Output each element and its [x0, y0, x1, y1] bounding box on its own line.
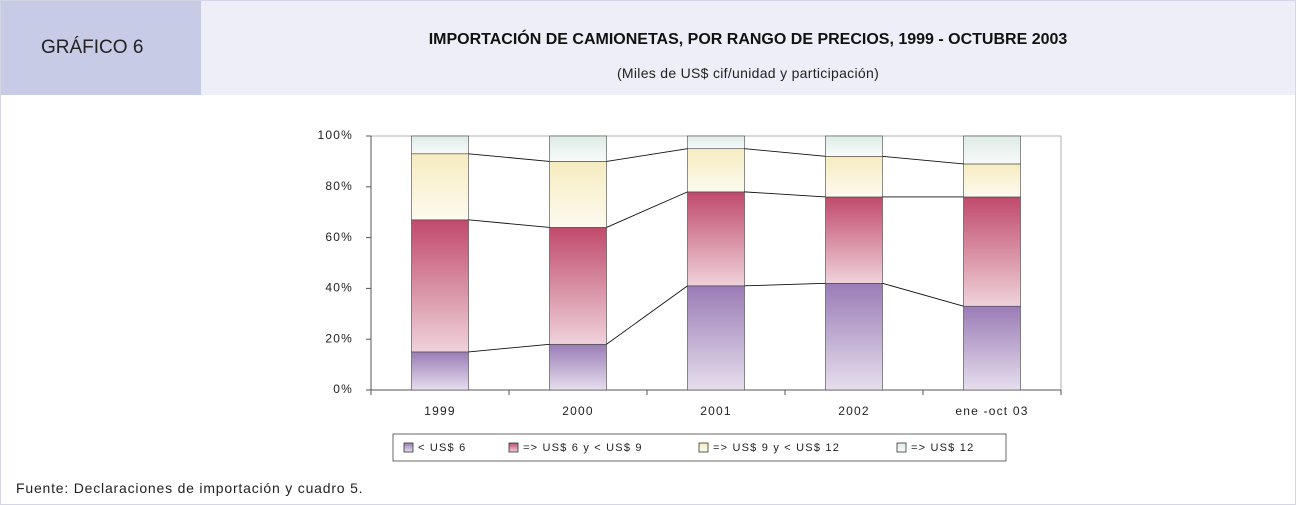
- legend-label: => US$ 9 y < US$ 12: [713, 442, 840, 454]
- bar-segment: [963, 196, 1021, 307]
- bar-segment: [963, 135, 1021, 165]
- bar-segment: [825, 135, 883, 157]
- x-tick-label: 2001: [700, 404, 732, 418]
- series-line: [744, 148, 826, 157]
- bar-segment: [549, 135, 607, 162]
- y-tick-label: 100%: [318, 128, 354, 142]
- bar-segment: [411, 135, 469, 155]
- header-title-box: IMPORTACIÓN DE CAMIONETAS, POR RANGO DE …: [201, 1, 1295, 95]
- bar-segment: [825, 156, 883, 198]
- chart: 0% 20% 40% 60% 80% 100% 1999 2000 2001 2002 ene -o…: [318, 128, 1062, 462]
- bar-segment: [549, 343, 607, 391]
- x-tick-label: 2000: [562, 404, 594, 418]
- series-line: [468, 153, 550, 162]
- bar-segment: [549, 227, 607, 345]
- legend-swatch: [698, 442, 709, 453]
- header-label-box: GRÁFICO 6: [1, 1, 201, 95]
- header-label: GRÁFICO 6: [41, 37, 144, 58]
- series-line: [606, 191, 688, 228]
- bar-segment: [411, 351, 469, 391]
- legend-label: => US$ 12: [911, 442, 974, 454]
- series-line: [606, 148, 688, 162]
- chart-title: IMPORTACIÓN DE CAMIONETAS, POR RANGO DE …: [428, 31, 1068, 48]
- y-tick-label: 60%: [325, 230, 353, 244]
- x-tick-label: 2002: [838, 404, 870, 418]
- y-tick-label: 40%: [325, 281, 353, 295]
- y-tick-label: 0%: [333, 382, 353, 396]
- legend-swatch: [508, 442, 519, 453]
- series-line: [744, 191, 826, 198]
- y-tick-label: 20%: [325, 331, 353, 345]
- bar-segment: [825, 196, 883, 284]
- bar-segment: [549, 161, 607, 228]
- bar-segment: [687, 148, 745, 193]
- bar-segment: [687, 135, 745, 149]
- series-line: [744, 282, 826, 287]
- legend-swatch: [896, 442, 907, 453]
- y-tick-label: 80%: [325, 179, 353, 193]
- bar-segment: [411, 219, 469, 353]
- series-line: [882, 282, 964, 307]
- chart-subtitle: (Miles de US$ cif/unidad y participación…: [616, 65, 880, 81]
- bar-segment: [411, 153, 469, 221]
- bar-segment: [963, 305, 1021, 391]
- series-line: [606, 285, 688, 345]
- bar-segment: [963, 163, 1021, 198]
- legend-label: < US$ 6: [418, 442, 466, 454]
- series-line: [468, 343, 550, 353]
- legend-label: => US$ 6 y < US$ 9: [523, 442, 643, 454]
- series-line: [468, 219, 550, 228]
- x-tick-label: 1999: [424, 404, 456, 418]
- legend-swatch: [403, 442, 414, 453]
- bar-segment: [687, 285, 745, 391]
- source-note: Fuente: Declaraciones de importación y c…: [16, 480, 364, 496]
- bar-segment: [687, 191, 745, 287]
- series-line: [882, 155, 964, 165]
- x-tick-label: ene -oct 03: [955, 404, 1028, 418]
- bar-segment: [825, 283, 883, 391]
